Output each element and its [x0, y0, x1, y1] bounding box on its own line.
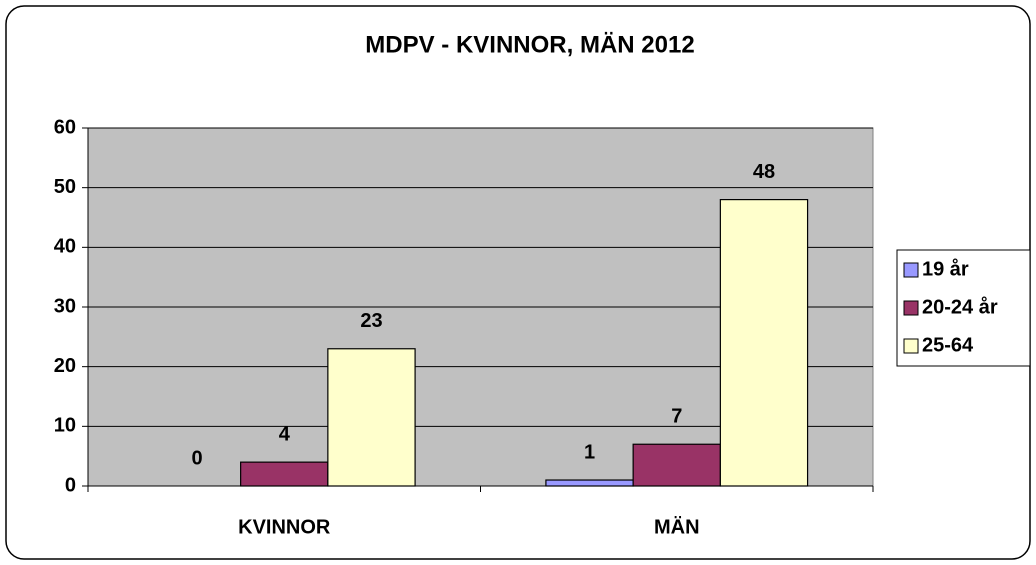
legend-swatch [903, 262, 919, 278]
y-tick-label: 40 [54, 236, 76, 258]
bar [719, 199, 809, 487]
data-label: 4 [279, 423, 291, 445]
y-tick-label: 0 [65, 474, 76, 496]
legend [896, 249, 1031, 367]
bar [545, 479, 634, 487]
bar [632, 443, 721, 487]
y-tick-label: 60 [54, 116, 76, 138]
chart-title: MDPV - KVINNOR, MÄN 2012 [365, 31, 694, 58]
legend-swatch [903, 300, 919, 316]
data-label: 7 [671, 406, 682, 428]
legend-swatch [903, 338, 919, 354]
data-label: 1 [584, 441, 595, 463]
data-label: 23 [360, 310, 382, 332]
bar [327, 348, 416, 487]
legend-label: 25-64 [922, 334, 974, 356]
y-tick-label: 20 [54, 355, 76, 377]
bar [240, 461, 329, 487]
x-tick-label: MÄN [654, 515, 700, 538]
legend-label: 20-24 år [922, 295, 998, 318]
y-tick-label: 50 [54, 176, 76, 198]
data-label: 0 [191, 447, 202, 469]
y-tick-label: 30 [54, 295, 76, 317]
y-tick-label: 10 [54, 415, 76, 437]
data-label: 48 [753, 161, 775, 183]
legend-label: 19 år [922, 257, 969, 280]
x-tick-label: KVINNOR [238, 516, 331, 538]
